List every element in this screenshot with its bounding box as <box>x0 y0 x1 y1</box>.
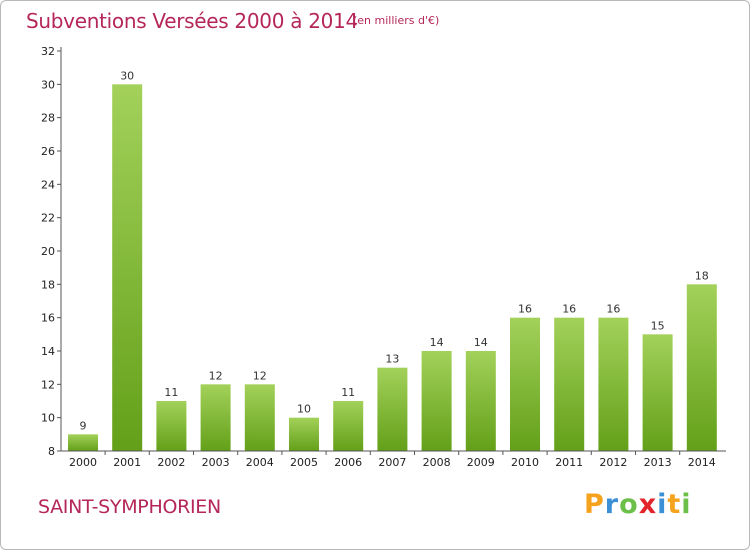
x-tick-label: 2008 <box>423 456 451 469</box>
bar-value-label: 30 <box>120 69 134 82</box>
logo-letter: P <box>584 489 605 520</box>
bar <box>377 367 408 451</box>
y-tick-label: 8 <box>48 445 55 458</box>
bar-value-label: 16 <box>606 303 620 316</box>
bar-value-label: 16 <box>562 303 576 316</box>
x-tick-label: 2007 <box>378 456 406 469</box>
bar-value-label: 16 <box>518 303 532 316</box>
x-tick-label: 2004 <box>246 456 274 469</box>
x-tick-label: 2000 <box>69 456 97 469</box>
x-tick-label: 2006 <box>334 456 362 469</box>
bar-value-label: 11 <box>341 386 355 399</box>
x-tick-label: 2003 <box>202 456 230 469</box>
y-tick-label: 22 <box>41 212 55 225</box>
bar-value-label: 10 <box>297 403 311 416</box>
bar <box>200 384 231 451</box>
y-tick-label: 10 <box>41 412 55 425</box>
x-tick-label: 2014 <box>688 456 716 469</box>
bar-value-label: 12 <box>209 369 223 382</box>
proxiti-logo[interactable]: Proxiti <box>584 489 692 520</box>
logo-letter: t <box>667 489 682 520</box>
x-tick-label: 2005 <box>290 456 318 469</box>
logo-letter: i <box>657 489 668 520</box>
bar <box>642 334 673 451</box>
chart-subtitle: (en milliers d'€) <box>353 14 440 27</box>
bar-value-label: 13 <box>385 353 399 366</box>
bar-value-label: 12 <box>253 369 267 382</box>
y-tick-label: 28 <box>41 112 55 125</box>
y-tick-label: 14 <box>41 345 55 358</box>
logo-letter: o <box>619 489 639 520</box>
bar <box>510 317 540 451</box>
y-tick-label: 32 <box>41 45 55 58</box>
x-tick-label: 2001 <box>113 456 141 469</box>
bar <box>598 317 629 451</box>
x-tick-label: 2009 <box>467 456 495 469</box>
bar <box>421 351 452 451</box>
x-tick-label: 2012 <box>599 456 627 469</box>
bar <box>465 351 496 451</box>
bar <box>112 84 143 451</box>
x-tick-label: 2013 <box>644 456 672 469</box>
bar <box>686 284 717 451</box>
bar-value-label: 9 <box>80 419 87 432</box>
bar <box>554 317 585 451</box>
y-tick-label: 16 <box>41 312 55 325</box>
chart-title: Subventions Versées 2000 à 2014 <box>26 9 358 33</box>
y-tick-label: 24 <box>41 178 55 191</box>
bar <box>156 401 187 451</box>
logo-letter: x <box>638 489 658 520</box>
bar-value-label: 11 <box>164 386 178 399</box>
bar-value-label: 14 <box>430 336 444 349</box>
y-tick-label: 18 <box>41 278 55 291</box>
bar <box>333 401 364 451</box>
logo-letter: i <box>681 489 692 520</box>
x-tick-label: 2011 <box>555 456 583 469</box>
y-tick-label: 30 <box>41 78 55 91</box>
y-tick-label: 12 <box>41 378 55 391</box>
logo-letter: r <box>604 489 620 520</box>
bar <box>289 417 319 451</box>
bar <box>244 384 275 451</box>
x-tick-label: 2002 <box>157 456 185 469</box>
y-tick-label: 20 <box>41 245 55 258</box>
bar-value-label: 18 <box>695 269 709 282</box>
bar-value-label: 14 <box>474 336 488 349</box>
bar <box>68 434 98 451</box>
commune-name: SAINT-SYMPHORIEN <box>38 496 221 518</box>
y-tick-label: 26 <box>41 145 55 158</box>
bar-value-label: 15 <box>651 319 665 332</box>
x-tick-label: 2010 <box>511 456 539 469</box>
